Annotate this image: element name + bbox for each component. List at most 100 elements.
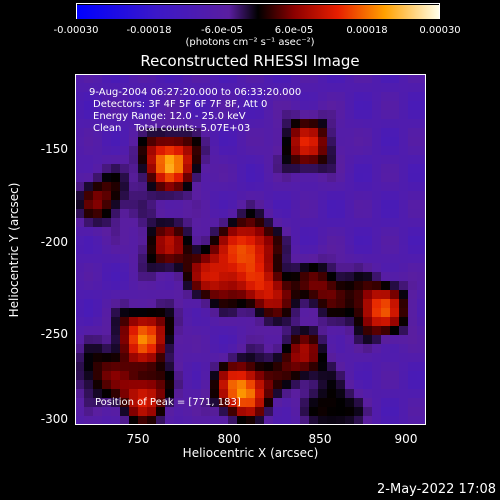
heatmap-cell <box>390 164 400 174</box>
heatmap-cell <box>156 254 166 264</box>
heatmap-cell <box>237 326 247 336</box>
heatmap-cell <box>336 398 346 408</box>
heatmap-cell <box>381 137 391 147</box>
heatmap-cell <box>291 137 301 147</box>
heatmap-cell <box>210 146 220 156</box>
heatmap-cell <box>345 398 355 408</box>
heatmap-cell <box>318 317 328 327</box>
heatmap-cell <box>399 389 409 399</box>
heatmap-cell <box>192 317 202 327</box>
heatmap-cell <box>417 335 426 345</box>
heatmap-cell <box>318 344 328 354</box>
heatmap-cell <box>390 101 400 111</box>
heatmap-cell <box>345 200 355 210</box>
heatmap-cell <box>336 335 346 345</box>
heatmap-cell <box>111 263 121 273</box>
heatmap-cell <box>219 299 229 309</box>
heatmap-cell <box>138 362 148 372</box>
heatmap-cell <box>111 182 121 192</box>
x-axis-label: Heliocentric X (arcsec) <box>182 446 319 460</box>
heatmap-cell <box>111 155 121 165</box>
heatmap-cell <box>84 83 94 93</box>
heatmap-cell <box>354 236 364 246</box>
heatmap-cell <box>372 317 382 327</box>
heatmap-cell <box>255 146 265 156</box>
heatmap-cell <box>75 272 85 282</box>
heatmap-cell <box>174 335 184 345</box>
heatmap-cell <box>273 308 283 318</box>
heatmap-cell <box>93 326 103 336</box>
heatmap-cell <box>201 182 211 192</box>
heatmap-cell <box>390 236 400 246</box>
heatmap-cell <box>255 380 265 390</box>
heatmap-cell <box>345 317 355 327</box>
heatmap-cell <box>381 128 391 138</box>
heatmap-cell <box>246 137 256 147</box>
heatmap-cell <box>237 263 247 273</box>
heatmap-cell <box>156 335 166 345</box>
heatmap-cell <box>210 191 220 201</box>
heatmap-cell <box>309 389 319 399</box>
heatmap-cell <box>138 299 148 309</box>
heatmap-cell <box>354 245 364 255</box>
colorbar-tick-label: -0.00030 <box>53 25 99 36</box>
heatmap-cell <box>84 389 94 399</box>
heatmap-cell <box>291 200 301 210</box>
heatmap-cell <box>120 245 130 255</box>
heatmap-cell <box>309 335 319 345</box>
heatmap-cell <box>363 362 373 372</box>
heatmap-cell <box>417 299 426 309</box>
heatmap-cell <box>264 362 274 372</box>
heatmap-cell <box>228 119 238 129</box>
heatmap-cell <box>147 155 157 165</box>
heatmap-cell <box>210 389 220 399</box>
heatmap-cell <box>309 299 319 309</box>
heatmap-cell <box>255 218 265 228</box>
heatmap-cell <box>408 263 418 273</box>
heatmap-cell <box>309 155 319 165</box>
heatmap-cell <box>381 263 391 273</box>
heatmap-cell <box>399 263 409 273</box>
heatmap-cell <box>363 218 373 228</box>
heatmap-cell <box>417 92 426 102</box>
heatmap-cell <box>408 74 418 84</box>
heatmap-cell <box>300 245 310 255</box>
heatmap-cell <box>354 326 364 336</box>
heatmap-cell <box>300 380 310 390</box>
heatmap-cell <box>399 182 409 192</box>
heatmap-cell <box>147 254 157 264</box>
heatmap-cell <box>363 200 373 210</box>
heatmap-cell <box>417 398 426 408</box>
heatmap-cell <box>390 272 400 282</box>
heatmap-cell <box>129 281 139 291</box>
heatmap-cell <box>372 191 382 201</box>
heatmap-cell <box>300 290 310 300</box>
heatmap-cell <box>102 389 112 399</box>
heatmap-cell <box>120 155 130 165</box>
heatmap-cell <box>219 182 229 192</box>
heatmap-cell <box>273 389 283 399</box>
heatmap-cell <box>345 362 355 372</box>
heatmap-cell <box>255 335 265 345</box>
heatmap-cell <box>237 254 247 264</box>
heatmap-cell <box>165 146 175 156</box>
heatmap-cell <box>246 200 256 210</box>
heatmap-cell <box>255 299 265 309</box>
heatmap-cell <box>408 101 418 111</box>
heatmap-cell <box>174 380 184 390</box>
heatmap-cell <box>183 308 193 318</box>
heatmap-cell <box>336 245 346 255</box>
heatmap-cell <box>381 74 391 84</box>
heatmap-cell <box>291 353 301 363</box>
heatmap-cell <box>399 74 409 84</box>
heatmap-cell <box>93 398 103 408</box>
heatmap-cell <box>138 371 148 381</box>
heatmap-cell <box>372 290 382 300</box>
heatmap-cell <box>255 137 265 147</box>
heatmap-cell <box>192 344 202 354</box>
heatmap-cell <box>354 137 364 147</box>
heatmap-cell <box>381 362 391 372</box>
heatmap-cell <box>399 128 409 138</box>
heatmap-cell <box>111 317 121 327</box>
heatmap-cell <box>183 227 193 237</box>
